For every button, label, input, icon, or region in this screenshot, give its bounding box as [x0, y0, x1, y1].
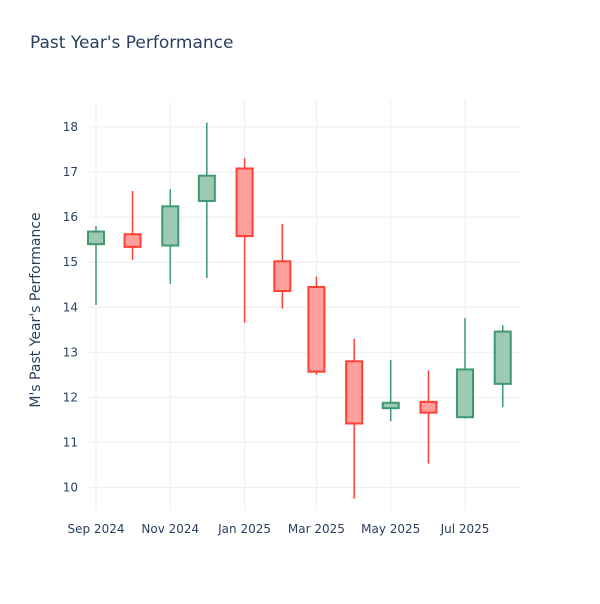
- axis-layer: 10 11 12 13 14 15 16 17 18 Sep 2024 Nov 2024 Jan 20…: [63, 120, 490, 536]
- x-tick-label: May 2025: [361, 522, 420, 536]
- x-tick-label: Sep 2024: [68, 522, 125, 536]
- candle-decreasing: [419, 370, 438, 464]
- y-tick-label: 14: [63, 300, 78, 314]
- x-tick-label: Jul 2025: [440, 522, 490, 536]
- x-tick-label: Mar 2025: [288, 522, 345, 536]
- candle-body: [307, 285, 326, 373]
- x-tick-label: Jan 2025: [217, 522, 271, 536]
- y-tick-label: 10: [63, 480, 78, 494]
- candle-increasing: [493, 325, 512, 408]
- candle-body: [273, 260, 292, 293]
- candle-body: [345, 360, 364, 425]
- candle-decreasing: [273, 223, 292, 309]
- grid-layer: [88, 100, 520, 510]
- candle-decreasing: [235, 158, 254, 323]
- candle-body: [381, 401, 400, 410]
- candle-increasing: [87, 226, 105, 305]
- y-tick-label: 11: [63, 435, 78, 449]
- candle-increasing: [381, 359, 400, 422]
- candle-increasing: [161, 189, 180, 284]
- y-tick-label: 17: [63, 165, 78, 179]
- y-tick-label: 13: [63, 345, 78, 359]
- x-tick-label: Nov 2024: [141, 522, 199, 536]
- candle-decreasing: [123, 191, 142, 260]
- candle-body: [197, 174, 216, 202]
- candle-increasing: [197, 122, 216, 278]
- candle-increasing: [456, 318, 474, 419]
- candle-body: [161, 205, 180, 247]
- candle-body: [87, 230, 105, 246]
- y-tick-label: 15: [63, 255, 78, 269]
- candle-decreasing: [345, 338, 364, 499]
- candle-body: [493, 330, 512, 385]
- y-axis-label: M's Past Year's Performance: [28, 212, 44, 407]
- candle-layer: [87, 122, 512, 499]
- y-tick-label: 16: [63, 210, 78, 224]
- candle-body: [419, 400, 438, 414]
- chart-title: Past Year's Performance: [30, 33, 234, 53]
- y-tick-label: 18: [63, 120, 78, 134]
- y-tick-label: 12: [63, 390, 78, 404]
- candle-body: [456, 368, 474, 419]
- candle-body: [235, 167, 254, 238]
- candle-body: [123, 233, 142, 248]
- candle-decreasing: [307, 276, 326, 375]
